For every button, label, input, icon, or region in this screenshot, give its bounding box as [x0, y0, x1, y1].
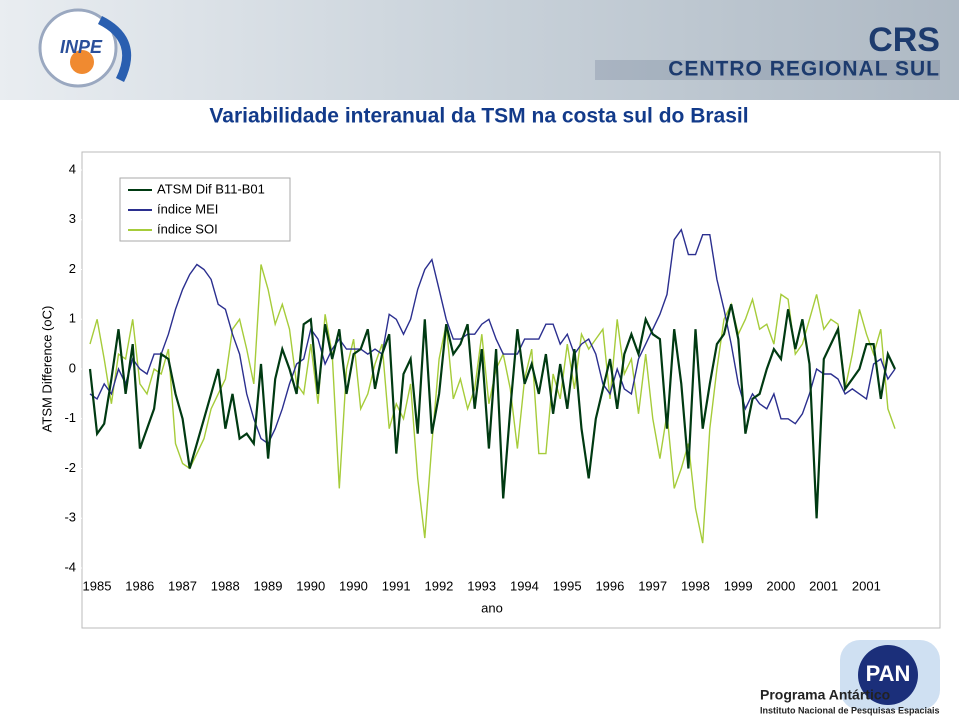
x-tick-label: 1992: [424, 578, 453, 593]
program: Programa Antártico: [760, 687, 890, 703]
y-tick-label: 4: [69, 161, 76, 176]
legend-label: ATSM Dif B11-B01: [157, 181, 265, 196]
x-tick-label: 1990: [339, 578, 368, 593]
slide-title: Variabilidade interanual da TSM na costa…: [209, 105, 748, 128]
x-tick-label: 1998: [681, 578, 710, 593]
x-tick-label: 2001: [852, 578, 881, 593]
x-tick-label: 1989: [254, 578, 283, 593]
x-tick-label: 1997: [638, 578, 667, 593]
x-tick-label: 1990: [296, 578, 325, 593]
y-tick-label: -4: [64, 559, 76, 574]
org-long: CENTRO REGIONAL SUL: [668, 58, 940, 81]
y-tick-label: -3: [64, 510, 76, 525]
y-axis-label: ATSM Difference (oC): [39, 306, 54, 433]
org-short: CRS: [868, 21, 940, 59]
series-line: [89, 228, 896, 445]
x-tick-label: 1991: [382, 578, 411, 593]
x-tick-label: 1987: [168, 578, 197, 593]
x-tick-label: 1988: [211, 578, 240, 593]
series-line: [88, 304, 896, 519]
y-tick-label: -2: [64, 460, 76, 475]
legend-label: índice MEI: [157, 201, 218, 216]
x-tick-label: 1999: [724, 578, 753, 593]
y-tick-label: 1: [69, 311, 76, 326]
legend-items: ATSM Dif B11-B01 índice MEI índice SOI: [128, 181, 265, 236]
institute: Instituto Nacional de Pesquisas Espaciai…: [760, 705, 940, 715]
x-tick-label: 1995: [553, 578, 582, 593]
pan-logo: [858, 645, 918, 705]
x-tick-label: 1996: [595, 578, 624, 593]
inpe-text: INPE: [60, 37, 103, 57]
logo-dot: [70, 50, 94, 74]
inpe-logo: [38, 8, 118, 88]
y-tick-label: 0: [69, 360, 76, 375]
y-tick-label: 2: [69, 261, 76, 276]
y-tick-label: -1: [64, 410, 76, 425]
x-axis-label: ano: [481, 600, 503, 615]
legend-label: índice SOI: [157, 221, 218, 236]
banner-strip: [595, 60, 940, 80]
x-tick-label: 1986: [125, 578, 154, 593]
banner: [0, 0, 959, 100]
x-tick-label: 1993: [467, 578, 496, 593]
x-tick-label: 1994: [510, 578, 539, 593]
plot: -4 -3 -2 -1 0 1 2 3 4 1985 1986 1987 1988 1989 1990 199…: [64, 161, 896, 593]
x-tick-label: 1985: [83, 578, 112, 593]
logo-arrow: [97, 15, 132, 83]
x-tick-label: 2000: [766, 578, 795, 593]
pan-text: PAN: [866, 661, 911, 686]
y-tick-label: 3: [69, 211, 76, 226]
x-tick-label: 2001: [809, 578, 838, 593]
